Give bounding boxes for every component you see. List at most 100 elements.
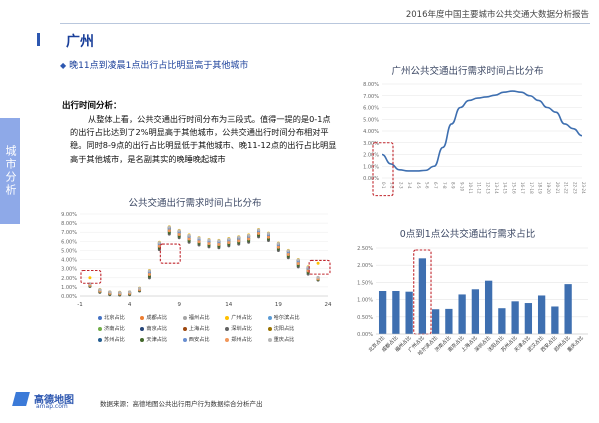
legend-swatch: [267, 337, 272, 342]
x-tick-label: 19-20: [546, 182, 551, 194]
scatter-point: [197, 236, 201, 240]
highlight-box: [372, 142, 394, 197]
side-tab[interactable]: 城市分析: [0, 118, 20, 224]
scatter-point: [187, 237, 191, 241]
legend-label: 哈尔滨占比: [273, 315, 300, 321]
legend-label: 福州占比: [188, 315, 210, 321]
x-tick-label: 4: [128, 302, 132, 308]
bar: [445, 308, 453, 334]
legend-item: 天津占比: [140, 336, 182, 343]
x-tick-label: 23-24: [581, 182, 586, 194]
scatter-chart: 0.00% 1.00% 2.00% 3.00% 4.00% 5.00% 6.00% 7.00%…: [61, 212, 332, 308]
x-tick-label: 2-3: [398, 182, 403, 189]
legend-label: 成都占比: [146, 315, 168, 321]
y-tick-label: 2.00%: [357, 263, 373, 269]
analysis-heading: 出行时间分析：: [62, 101, 122, 111]
bar: [484, 280, 493, 334]
legend-swatch: [267, 326, 272, 331]
legend-swatch: [225, 315, 230, 320]
y-tick-label: 3.00%: [61, 267, 77, 273]
bar: [524, 303, 533, 334]
legend-item: 西安占比: [182, 336, 225, 343]
y-tick-label: 0.00%: [357, 332, 373, 338]
x-tick-label: 19: [275, 302, 282, 308]
bar: [418, 258, 427, 334]
scatter-point: [286, 249, 290, 253]
legend-item: 苏州占比: [98, 336, 140, 343]
scatter-point: [207, 238, 211, 242]
scatter-point: [227, 237, 231, 241]
scatter-point: [167, 225, 171, 229]
x-tick-label: 14: [225, 302, 232, 308]
legend-swatch: [267, 315, 272, 320]
x-tick-label: 6-7: [433, 182, 438, 189]
x-tick-label: 1-2: [390, 182, 395, 189]
scatter-point: [207, 242, 211, 246]
legend-label: 南京占比: [146, 326, 168, 332]
legend-swatch: [140, 326, 145, 331]
scatter-point: [296, 262, 300, 266]
logo-text: 高德地图: [34, 395, 74, 406]
scatter-point: [227, 241, 231, 245]
scatter-point: [266, 231, 270, 235]
x-tick-label: 0-1: [381, 182, 386, 189]
scatter-point: [197, 240, 201, 244]
y-tick-label: 1.00%: [61, 285, 77, 291]
diamond-icon: ◆: [60, 61, 67, 70]
scatter-point: [257, 232, 261, 236]
bar: [498, 308, 506, 334]
section-title: 广州: [66, 34, 94, 50]
scatter-point: [187, 233, 191, 237]
x-tick-label: 12-13: [485, 182, 490, 194]
bar: [458, 294, 466, 334]
scatter-point: [177, 232, 181, 236]
legend-swatch: [182, 337, 187, 342]
x-tick-label: 4-5: [416, 182, 421, 189]
x-tick-label: -1: [77, 302, 82, 308]
scatter-chart-title: 公共交通出行需求时间占比分布: [128, 198, 262, 209]
x-tick-label: 8-9: [451, 182, 456, 189]
bar: [564, 284, 572, 334]
legend-item: 广州占比: [225, 314, 267, 321]
legend-label: 西安占比: [188, 337, 210, 343]
x-tick-label: 17-18: [529, 182, 534, 194]
legend-label: 苏州占比: [104, 337, 125, 343]
bar: [392, 291, 400, 334]
scatter-point: [128, 290, 132, 294]
legend-label: 济南占比: [104, 326, 125, 332]
logo-icon: [12, 392, 30, 406]
bar-chart: 0.00%0.50%1.00%1.50%2.00%2.50%北京占比成都占比福州…: [357, 246, 588, 357]
scatter-legend: 北京占比 成都占比 福州占比 广州占比 哈尔滨占比 济南占比 南京占比 上海占比 深圳占比 沈阳占…: [98, 314, 310, 343]
series-line: [381, 90, 583, 172]
legend-item: 南京占比: [140, 325, 182, 332]
bar: [551, 306, 559, 334]
scatter-point: [237, 239, 241, 243]
y-tick-label: 4.00%: [363, 129, 379, 135]
logo-subtext: amap.com: [36, 403, 68, 410]
y-tick-label: 6.00%: [363, 106, 379, 112]
scatter-point: [247, 237, 251, 241]
x-tick-label: 14-15: [503, 182, 508, 194]
subtitle: ◆ 晚11点到凌晨1点出行占比明显高于其他城市: [60, 58, 248, 71]
scatter-point: [118, 290, 122, 294]
highlight-box: [308, 259, 331, 275]
x-tick-label: 16-17: [520, 182, 525, 194]
scatter-point: [217, 239, 221, 243]
x-tick-label: 21-22: [564, 182, 569, 194]
x-tick-label: 20-21: [555, 182, 560, 194]
legend-label: 郑州占比: [231, 337, 252, 343]
bar: [537, 295, 546, 334]
scatter-point: [217, 242, 221, 246]
scatter-point: [266, 235, 270, 239]
legend-swatch: [182, 315, 187, 320]
scatter-point: [157, 241, 161, 245]
x-tick-label: 24: [325, 302, 332, 308]
legend-swatch: [140, 315, 145, 320]
line-chart-title: 广州公共交通出行需求时间占比分布: [391, 66, 544, 77]
legend-item: 北京占比: [98, 314, 140, 321]
legend-swatch: [140, 337, 145, 342]
scatter-point: [88, 276, 92, 280]
x-tick-label: 7-8: [442, 182, 447, 189]
scatter-point: [147, 273, 151, 277]
scatter-point: [276, 245, 280, 249]
